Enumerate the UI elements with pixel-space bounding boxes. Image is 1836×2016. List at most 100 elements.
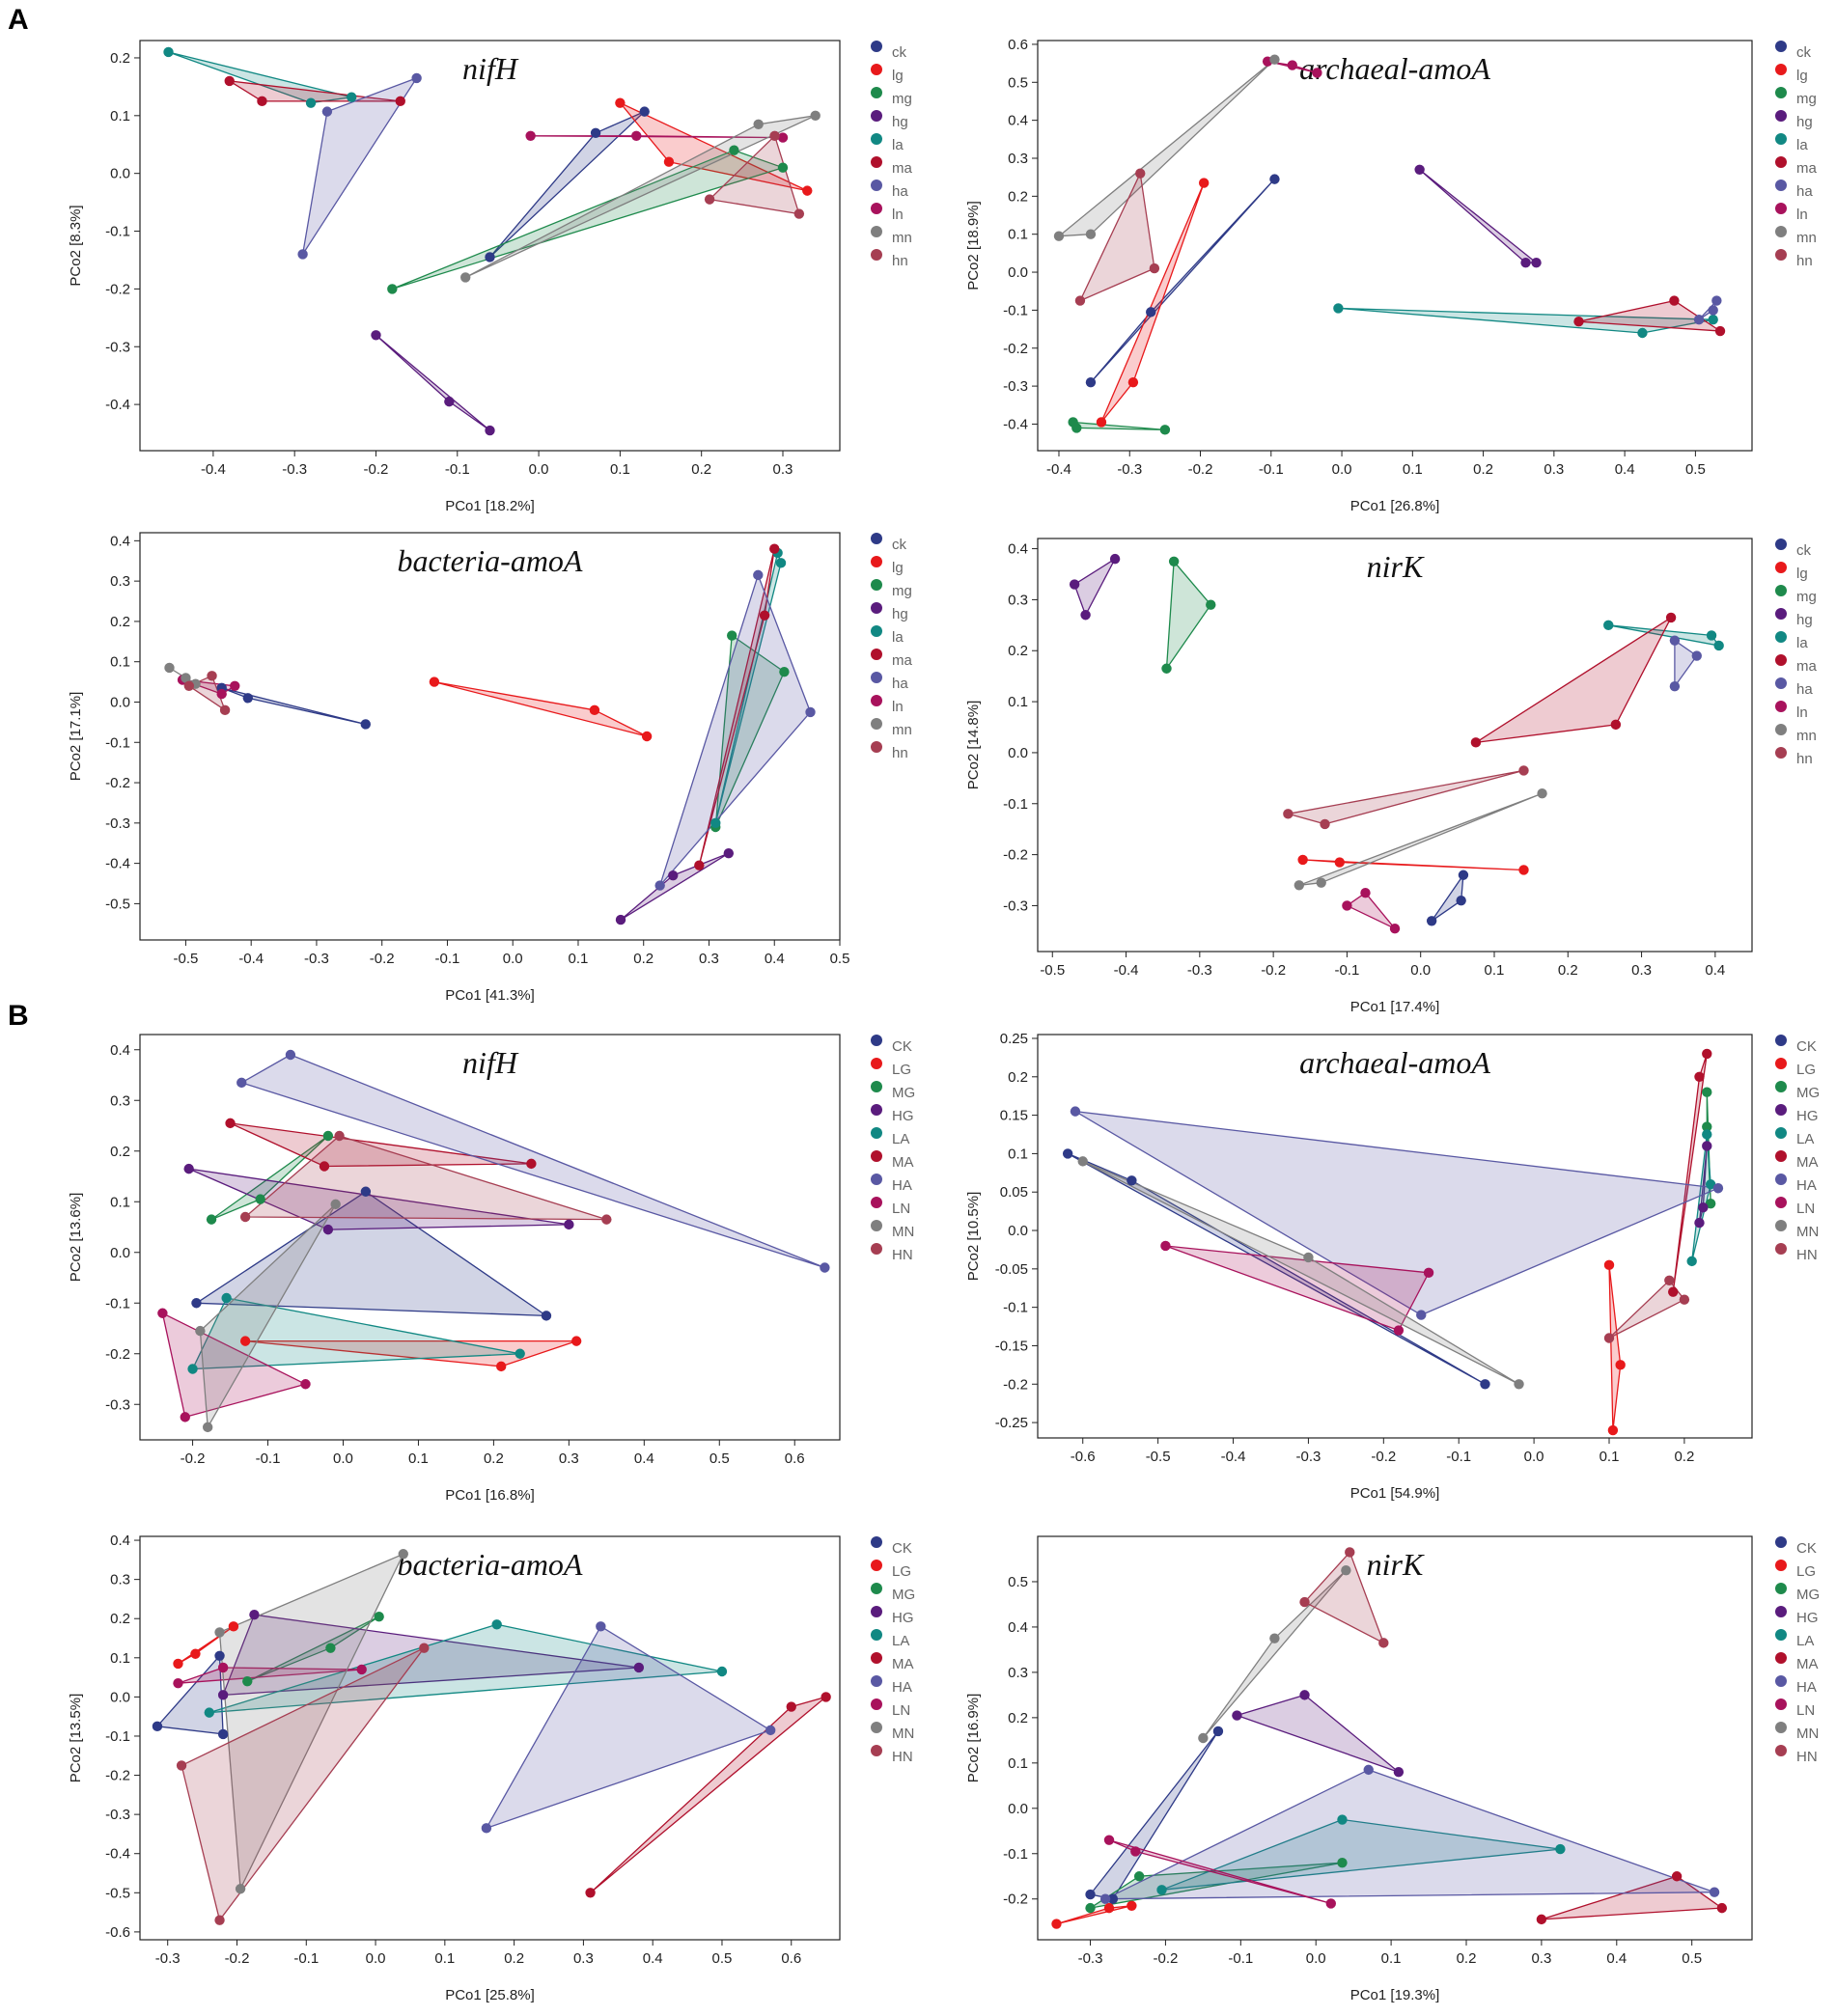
legend-label-ck: CK xyxy=(1796,1038,1817,1055)
x-tick-label: 0.6 xyxy=(785,1450,805,1467)
legend-label-ha: ha xyxy=(1796,183,1813,200)
data-point-ck xyxy=(1480,1379,1490,1390)
data-point-lg xyxy=(1297,854,1308,866)
legend-marker-lg xyxy=(871,556,882,567)
legend-marker-mg xyxy=(871,579,882,591)
data-point-ha xyxy=(1709,1887,1720,1897)
y-tick-label: 0.1 xyxy=(110,1650,130,1667)
legend-marker-ma xyxy=(1775,654,1787,666)
data-point-hn xyxy=(214,1915,225,1925)
chart-title: nifH xyxy=(462,1045,519,1080)
data-point-hn xyxy=(769,130,780,141)
group-hull-la xyxy=(1337,307,1714,334)
legend-marker-mg xyxy=(1775,585,1787,596)
data-point-lg xyxy=(239,1336,251,1346)
data-point-mg xyxy=(387,284,398,294)
legend-marker-mg xyxy=(1775,87,1787,98)
y-tick-label: -0.4 xyxy=(105,1846,130,1863)
data-point-lg xyxy=(1051,1919,1062,1929)
legend-marker-la xyxy=(1775,1629,1787,1641)
y-tick-label: 0.0 xyxy=(1008,1223,1028,1239)
data-point-ha xyxy=(411,72,422,84)
data-point-mg xyxy=(1337,1857,1348,1868)
plot-frame xyxy=(1037,40,1753,452)
group-hull-ck xyxy=(1090,178,1276,383)
data-point-ln xyxy=(1160,1240,1171,1252)
data-point-mn xyxy=(164,662,175,674)
legend-marker-mn xyxy=(871,1220,882,1231)
x-tick-label: -0.4 xyxy=(1046,461,1071,478)
data-point-ma xyxy=(821,1692,831,1702)
data-point-mg xyxy=(322,1130,334,1142)
group-hull-ha xyxy=(1674,640,1698,687)
chart-title: archaeal-amoA xyxy=(1299,51,1490,86)
x-tick-label: 0.4 xyxy=(1705,962,1725,979)
x-tick-label: -0.3 xyxy=(282,461,307,478)
data-point-ln xyxy=(777,132,789,143)
y-tick-label: -0.5 xyxy=(105,1885,130,1901)
data-point-ha xyxy=(596,1621,606,1632)
data-point-mn xyxy=(195,1325,206,1337)
y-tick-label: 0.3 xyxy=(110,1572,130,1588)
data-point-mn xyxy=(1269,1633,1280,1643)
data-point-lg xyxy=(1615,1360,1626,1370)
legend-label-lg: LG xyxy=(1796,1563,1816,1580)
y-tick-label: 0.1 xyxy=(1008,1146,1028,1162)
y-tick-label: 0.05 xyxy=(1000,1184,1028,1201)
data-point-ma xyxy=(319,1161,330,1172)
data-point-hg xyxy=(1109,553,1121,565)
legend-label-ma: MA xyxy=(1796,1154,1819,1171)
y-tick-label: -0.5 xyxy=(105,896,130,912)
legend-marker-hn xyxy=(871,249,882,261)
legend-label-hn: HN xyxy=(1796,1247,1818,1263)
group-hull-lg xyxy=(619,101,808,192)
legend-label-ck: ck xyxy=(1796,542,1812,559)
legend-label-hn: hn xyxy=(892,253,908,269)
data-point-ha xyxy=(1712,1183,1724,1194)
data-point-hn xyxy=(704,194,715,205)
data-point-ma xyxy=(1536,1914,1547,1925)
data-point-hn xyxy=(334,1130,345,1142)
legend-marker-ha xyxy=(871,180,882,191)
legend-label-mg: MG xyxy=(1796,1085,1820,1101)
y-tick-label: 0.5 xyxy=(1008,74,1028,91)
legend-marker-hg xyxy=(1775,1606,1787,1617)
x-tick-label: 0.2 xyxy=(504,1950,524,1967)
legend-label-mn: MN xyxy=(1796,1224,1819,1240)
data-point-ck xyxy=(1062,1148,1073,1159)
legend-marker-mn xyxy=(1775,1220,1787,1231)
data-point-la xyxy=(163,46,174,58)
chart-b4: -0.3 -0.2 -0.1 0.0 0.1 0.2 0.3 0.4 0.5 0.5 0.4 0.3 0… xyxy=(965,1535,1820,2003)
data-point-ha xyxy=(236,1077,247,1089)
data-point-ln xyxy=(1325,1898,1336,1909)
data-point-mn xyxy=(1514,1379,1524,1390)
data-point-la xyxy=(187,1364,198,1374)
x-tick-label: 0.0 xyxy=(1524,1449,1544,1465)
data-point-ck xyxy=(1146,307,1156,318)
group-hull-mn xyxy=(1082,1160,1520,1385)
data-point-hg xyxy=(1414,164,1425,175)
data-point-lg xyxy=(495,1361,507,1372)
legend-label-lg: LG xyxy=(892,1563,911,1580)
data-point-lg xyxy=(1518,865,1529,875)
legend-label-lg: lg xyxy=(892,560,904,576)
data-point-ma xyxy=(694,860,705,870)
group-hull-ln xyxy=(1346,892,1396,929)
legend-marker-la xyxy=(871,1127,882,1139)
group-hull-ck xyxy=(1431,874,1464,922)
legend-label-hn: hn xyxy=(892,745,908,761)
data-point-mn xyxy=(1341,1565,1351,1576)
y-tick-label: -0.2 xyxy=(105,1768,130,1784)
data-point-mn xyxy=(202,1422,213,1433)
data-point-hg xyxy=(485,425,495,436)
data-point-lg xyxy=(615,97,626,108)
x-tick-label: 0.1 xyxy=(1600,1449,1620,1465)
data-point-hg xyxy=(1080,610,1091,621)
x-tick-label: -0.3 xyxy=(155,1950,181,1967)
legend-marker-la xyxy=(1775,631,1787,643)
data-point-mg xyxy=(206,1214,217,1225)
data-point-mg xyxy=(1133,1871,1145,1882)
chart-b1: -0.2 -0.1 0.0 0.1 0.2 0.3 0.4 0.5 0.6 0.4 0.3 0.2 0.… xyxy=(68,1034,915,1504)
data-point-hn xyxy=(1074,295,1086,306)
legend-marker-ha xyxy=(1775,677,1787,689)
